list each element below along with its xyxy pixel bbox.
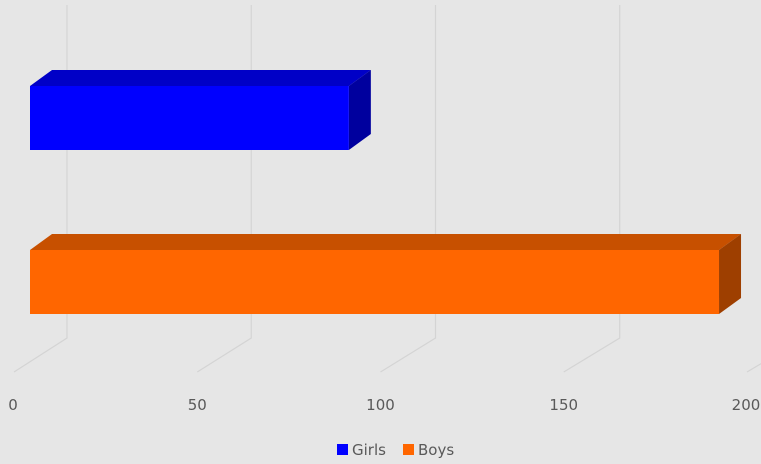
gridline-2 — [380, 5, 437, 373]
x-tick-label-150: 150 — [549, 396, 578, 414]
legend-item-boys: Boys — [403, 441, 454, 459]
legend-swatch-boys — [403, 444, 414, 455]
legend-label-boys: Boys — [418, 441, 454, 459]
x-tick-label-200: 200 — [732, 396, 761, 414]
bar-boys-side-face — [719, 234, 742, 314]
bar-boys — [30, 234, 742, 314]
bar-girls — [30, 70, 371, 150]
x-axis-tick-labels: 0 50 100 150 200 — [8, 396, 760, 414]
x-tick-label-0: 0 — [8, 396, 18, 414]
bars — [30, 70, 742, 314]
bar-girls-front-face — [30, 86, 349, 150]
legend-swatch-girls — [337, 444, 348, 455]
bar-boys-front-face — [30, 250, 720, 314]
bar-boys-top-face — [30, 234, 742, 250]
x-tick-label-100: 100 — [366, 396, 395, 414]
gridline-0 — [13, 5, 68, 373]
gridline-3 — [563, 5, 621, 373]
legend-label-girls: Girls — [352, 441, 386, 459]
gridline-1 — [196, 5, 252, 373]
legend: Girls Boys — [337, 441, 454, 459]
x-tick-label-50: 50 — [188, 396, 207, 414]
bar-girls-side-face — [348, 70, 371, 150]
bar-girls-top-face — [30, 70, 371, 86]
gridlines — [13, 5, 761, 373]
legend-item-girls: Girls — [337, 441, 386, 459]
gridline-4 — [746, 362, 761, 373]
